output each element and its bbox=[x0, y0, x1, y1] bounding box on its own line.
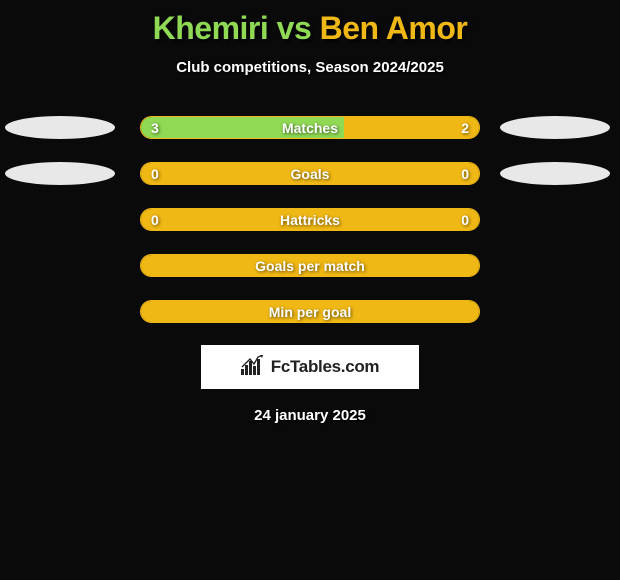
stat-label: Goals bbox=[141, 163, 479, 185]
stat-value-right: 0 bbox=[461, 209, 469, 231]
stat-row: Matches3 2 bbox=[0, 116, 620, 139]
stat-bar: Matches3 2 bbox=[140, 116, 480, 139]
vs-text: vs bbox=[277, 10, 312, 46]
stat-label: Hattricks bbox=[141, 209, 479, 231]
player1-ellipse bbox=[5, 162, 115, 185]
stat-value-left: 0 bbox=[151, 163, 159, 185]
stat-label: Min per goal bbox=[141, 301, 479, 323]
bars-icon bbox=[241, 355, 265, 380]
page-title: Khemiri vs Ben Amor bbox=[0, 0, 620, 47]
stat-row: Goals0 0 bbox=[0, 162, 620, 185]
stat-value-right: 0 bbox=[461, 163, 469, 185]
stat-row: Goals per match bbox=[0, 254, 620, 277]
stat-bar: Hattricks0 0 bbox=[140, 208, 480, 231]
stat-value-right: 2 bbox=[461, 117, 469, 139]
stat-row: Hattricks0 0 bbox=[0, 208, 620, 231]
stat-bar: Min per goal bbox=[140, 300, 480, 323]
date-text: 24 january 2025 bbox=[0, 407, 620, 424]
stat-label: Matches bbox=[141, 117, 479, 139]
player1-ellipse bbox=[5, 116, 115, 139]
stat-label: Goals per match bbox=[141, 255, 479, 277]
subtitle: Club competitions, Season 2024/2025 bbox=[0, 59, 620, 76]
logo-box: FcTables.com bbox=[201, 345, 419, 389]
player2-name: Ben Amor bbox=[320, 10, 468, 46]
stat-value-left: 3 bbox=[151, 117, 159, 139]
stat-rows: Matches32Goals00Hattricks00Goals per mat… bbox=[0, 116, 620, 323]
stat-bar: Goals per match bbox=[140, 254, 480, 277]
stat-bar: Goals0 0 bbox=[140, 162, 480, 185]
player2-ellipse bbox=[500, 162, 610, 185]
stat-row: Min per goal bbox=[0, 300, 620, 323]
stat-value-left: 0 bbox=[151, 209, 159, 231]
logo-text: FcTables.com bbox=[271, 357, 380, 377]
player1-name: Khemiri bbox=[153, 10, 269, 46]
player2-ellipse bbox=[500, 116, 610, 139]
